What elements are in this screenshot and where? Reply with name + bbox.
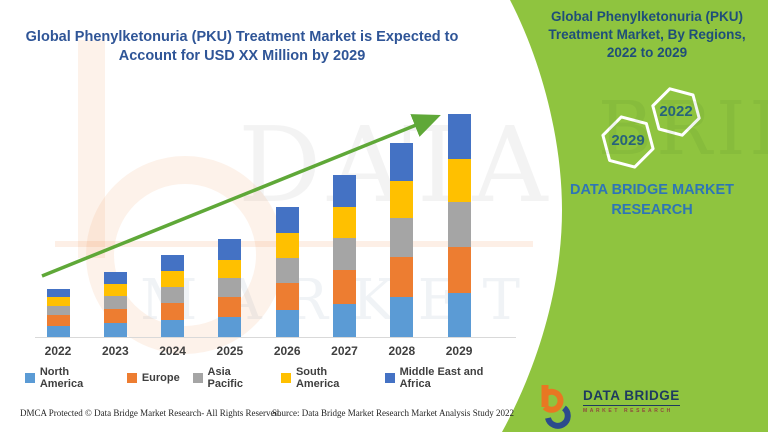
x-axis-label-2024: 2024 <box>159 344 186 358</box>
bar-segment-asia-pacific-2026 <box>275 258 299 283</box>
legend-item-asia-pacific: Asia Pacific <box>192 366 268 390</box>
bar-segment-north-america-2023 <box>103 323 127 337</box>
chart-title-line2: Account for USD XX Million by 2029 <box>118 47 366 64</box>
bar-segment-south-america-2028 <box>390 181 414 218</box>
bar-segment-north-america-2027 <box>333 304 356 337</box>
panel-brand-text: DATA BRIDGE MARKET RESEARCH <box>556 181 748 220</box>
legend-swatch-icon <box>192 373 203 383</box>
panel-brand-line2: RESEARCH <box>611 201 693 218</box>
bar-segment-middle-east-and-africa-2025 <box>218 239 242 260</box>
legend-item-south-america: South America <box>281 366 372 390</box>
bar-segment-middle-east-and-africa-2029 <box>447 114 471 159</box>
bar-segment-asia-pacific-2022 <box>46 306 70 315</box>
bar-segment-asia-pacific-2023 <box>103 296 127 309</box>
bar-segment-middle-east-and-africa-2026 <box>275 207 299 233</box>
green-panel-shape <box>502 0 768 432</box>
bar-segment-europe-2026 <box>275 283 299 310</box>
bar-segment-europe-2029 <box>447 247 471 293</box>
legend-item-middle-east-and-africa: Middle East and Africa <box>384 366 515 390</box>
bar-segment-europe-2024 <box>161 303 185 320</box>
company-logo: DATA BRIDGE MARKET RESEARCH <box>537 383 680 429</box>
bar-segment-europe-2027 <box>333 270 356 304</box>
bar-segment-middle-east-and-africa-2027 <box>333 175 356 207</box>
legend-label: North America <box>39 366 84 390</box>
legend-label: Middle East and Africa <box>399 366 484 390</box>
x-axis-label-2026: 2026 <box>273 344 301 358</box>
bar-segment-north-america-2022 <box>46 326 70 337</box>
logo-subtitle: MARKET RESEARCH <box>583 408 673 414</box>
x-axis-label-2029: 2029 <box>445 344 473 358</box>
legend-swatch-icon <box>281 373 291 383</box>
legend-label: Europe <box>141 372 180 384</box>
dmca-notice: DMCA Protected © Data Bridge Market Rese… <box>20 408 282 418</box>
hexagon-label-2022: 2022 <box>659 103 693 120</box>
x-axis-label-2025: 2025 <box>216 344 244 358</box>
legend-label: Asia Pacific <box>207 366 243 390</box>
bar-segment-south-america-2023 <box>103 284 127 296</box>
bar-segment-north-america-2024 <box>161 320 185 337</box>
x-axis-line <box>35 337 516 338</box>
legend-item-north-america: North America <box>25 366 114 390</box>
panel-title: Global Phenylketonuria (PKU) Treatment M… <box>536 8 758 63</box>
legend-item-europe: Europe <box>126 366 180 390</box>
bar-segment-middle-east-and-africa-2023 <box>103 272 127 284</box>
logo-title: DATA BRIDGE <box>583 388 680 406</box>
bar-segment-north-america-2029 <box>447 293 471 337</box>
bar-segment-asia-pacific-2029 <box>447 202 471 247</box>
bar-segment-europe-2022 <box>46 315 70 326</box>
x-axis-label-2023: 2023 <box>101 344 129 358</box>
legend-swatch-icon <box>126 373 137 383</box>
bar-segment-middle-east-and-africa-2028 <box>390 143 414 181</box>
legend-swatch-icon <box>25 373 35 383</box>
bar-segment-europe-2023 <box>103 309 127 323</box>
logo-glyph-icon <box>541 385 571 429</box>
bar-segment-asia-pacific-2024 <box>161 287 185 303</box>
panel-title-line1: Global Phenylketonuria (PKU) <box>550 9 744 24</box>
bar-segment-north-america-2025 <box>218 317 242 337</box>
chart-title-line1: Global Phenylketonuria (PKU) Treatment M… <box>25 29 459 45</box>
bar-segment-europe-2028 <box>390 257 414 297</box>
bar-segment-asia-pacific-2028 <box>390 218 414 257</box>
bar-segment-north-america-2028 <box>390 297 414 337</box>
trend-arrow <box>41 114 441 278</box>
hexagon-2022-icon <box>651 87 701 137</box>
legend-swatch-icon <box>384 373 395 383</box>
x-axis-label-2027: 2027 <box>331 344 358 358</box>
bar-segment-south-america-2025 <box>218 260 242 278</box>
bar-segment-south-america-2029 <box>447 159 471 202</box>
bar-segment-asia-pacific-2025 <box>218 278 242 297</box>
bar-segment-south-america-2022 <box>46 297 70 306</box>
hexagon-label-2029: 2029 <box>611 132 645 149</box>
bar-segment-middle-east-and-africa-2024 <box>161 255 185 271</box>
source-note: Source: Data Bridge Market Research Mark… <box>272 408 514 418</box>
bar-segment-south-america-2026 <box>275 233 299 258</box>
bar-segment-south-america-2024 <box>161 271 185 287</box>
bar-segment-middle-east-and-africa-2022 <box>46 289 70 297</box>
x-axis-label-2028: 2028 <box>388 344 416 358</box>
panel-title-line2: Treatment Market, By Regions, <box>548 27 746 43</box>
chart-title: Global Phenylketonuria (PKU) Treatment M… <box>22 28 462 66</box>
bar-segment-south-america-2027 <box>333 207 356 238</box>
bar-segment-europe-2025 <box>218 297 242 317</box>
chart-legend: North America Europe Asia Pacific South Ame… <box>25 366 515 390</box>
bar-segment-asia-pacific-2027 <box>333 238 356 270</box>
panel-brand-line1: DATA BRIDGE MARKET <box>569 182 735 198</box>
legend-label: South America <box>295 366 340 390</box>
hexagon-2029-icon <box>601 115 655 169</box>
panel-title-line3: 2022 to 2029 <box>606 45 688 61</box>
bar-segment-north-america-2026 <box>275 310 299 337</box>
x-axis-label-2022: 2022 <box>44 344 72 358</box>
